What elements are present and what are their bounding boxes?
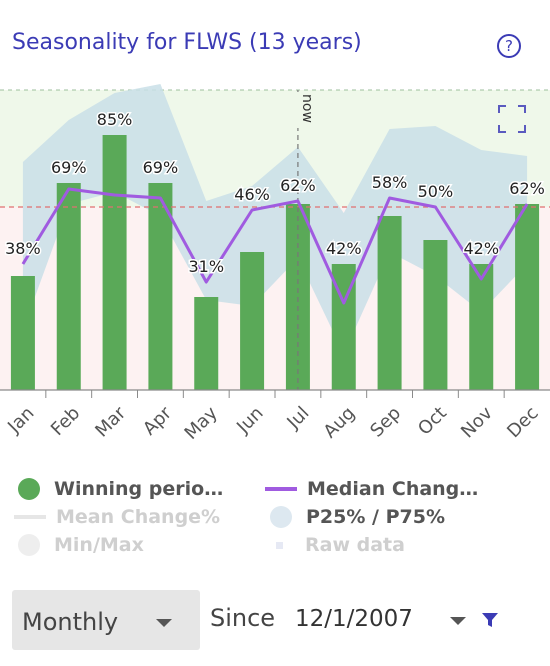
since-label: Since <box>210 604 276 632</box>
fullscreen-icon-path <box>498 105 526 133</box>
filter-icon[interactable] <box>481 612 499 628</box>
legend-label-mean: Mean Change% <box>56 506 221 528</box>
legend-dot-icon <box>18 478 40 500</box>
chevron-down-icon <box>156 619 172 627</box>
since-date-input[interactable]: 12/1/2007 <box>295 606 413 632</box>
x-tick-label-feb: Feb <box>47 403 84 440</box>
legend-label-raw: Raw data <box>305 534 405 556</box>
x-tick-label-apr: Apr <box>139 402 176 439</box>
data-label-mar: 85% <box>97 110 133 129</box>
chart-controls: Monthly Since 12/1/2007 <box>0 588 550 658</box>
legend-label-band: P25% / P75% <box>306 506 445 528</box>
bar-apr <box>148 183 173 390</box>
legend-label-minmax: Min/Max <box>54 534 144 556</box>
now-label-background <box>289 92 306 128</box>
help-glyph: ? <box>505 37 513 55</box>
bar-sep <box>377 216 402 390</box>
chart-title: Seasonality for FLWS (13 years) <box>12 30 362 55</box>
bar-oct <box>423 240 448 390</box>
x-tick-label-oct: Oct <box>414 403 451 440</box>
legend-item-band[interactable]: P25% / P75% <box>270 506 445 528</box>
bar-nov <box>469 264 494 390</box>
chart-legend: Winning perio… Median Chang… Mean Change… <box>0 478 550 578</box>
data-label-oct: 50% <box>418 182 454 201</box>
legend-label-winning: Winning perio… <box>54 478 224 500</box>
legend-item-minmax[interactable]: Min/Max <box>18 534 144 556</box>
legend-square-icon <box>276 541 283 549</box>
period-value: Monthly <box>22 608 119 636</box>
legend-item-raw[interactable]: Raw data <box>276 534 405 556</box>
legend-dot-icon <box>18 534 40 556</box>
data-label-sep: 58% <box>372 173 408 192</box>
bar-jan <box>10 276 35 390</box>
x-tick-label-sep: Sep <box>366 403 405 442</box>
data-label-apr: 69% <box>143 158 179 177</box>
x-tick-label-aug: Aug <box>320 403 360 443</box>
x-tick-label-mar: Mar <box>91 402 130 441</box>
x-tick-label-dec: Dec <box>503 403 542 442</box>
legend-dot-icon <box>270 506 292 528</box>
data-label-feb: 69% <box>51 158 87 177</box>
bar-jun <box>240 252 265 390</box>
legend-line-icon <box>265 487 297 491</box>
data-label-jul: 62% <box>280 176 316 195</box>
bar-dec <box>515 204 540 390</box>
data-label-nov: 42% <box>463 239 499 258</box>
data-label-jan: 38% <box>5 239 41 258</box>
data-label-aug: 42% <box>326 239 362 258</box>
period-select[interactable]: Monthly <box>12 590 200 650</box>
legend-line-icon <box>14 515 46 519</box>
x-tick-label-nov: Nov <box>457 402 497 442</box>
median-line <box>21 187 529 305</box>
data-label-dec: 62% <box>509 179 545 198</box>
help-icon[interactable]: ? <box>497 34 521 58</box>
x-tick-label-may: May <box>181 402 222 443</box>
x-tick-label-jul: Jul <box>283 403 314 434</box>
legend-label-median: Median Chang… <box>307 478 479 500</box>
legend-item-mean[interactable]: Mean Change% <box>14 506 220 528</box>
x-tick-label-jan: Jan <box>3 403 38 438</box>
legend-item-winning[interactable]: Winning perio… <box>18 478 223 500</box>
data-label-jun: 46% <box>234 185 270 204</box>
fullscreen-icon[interactable] <box>498 105 526 133</box>
bar-may <box>194 297 219 390</box>
data-label-may: 31% <box>188 257 224 276</box>
percentile-band <box>22 84 528 354</box>
chevron-down-icon[interactable] <box>450 617 466 625</box>
bar-mar <box>102 135 127 390</box>
bar-feb <box>56 183 81 390</box>
now-label: now <box>299 94 315 123</box>
seasonality-chart: now 38% 69% 85% 69% 31% 46% 62% 42% 58% 50% 42% 62% J… <box>0 84 550 444</box>
legend-item-median[interactable]: Median Chang… <box>265 478 478 500</box>
x-tick-label-jun: Jun <box>232 403 267 438</box>
